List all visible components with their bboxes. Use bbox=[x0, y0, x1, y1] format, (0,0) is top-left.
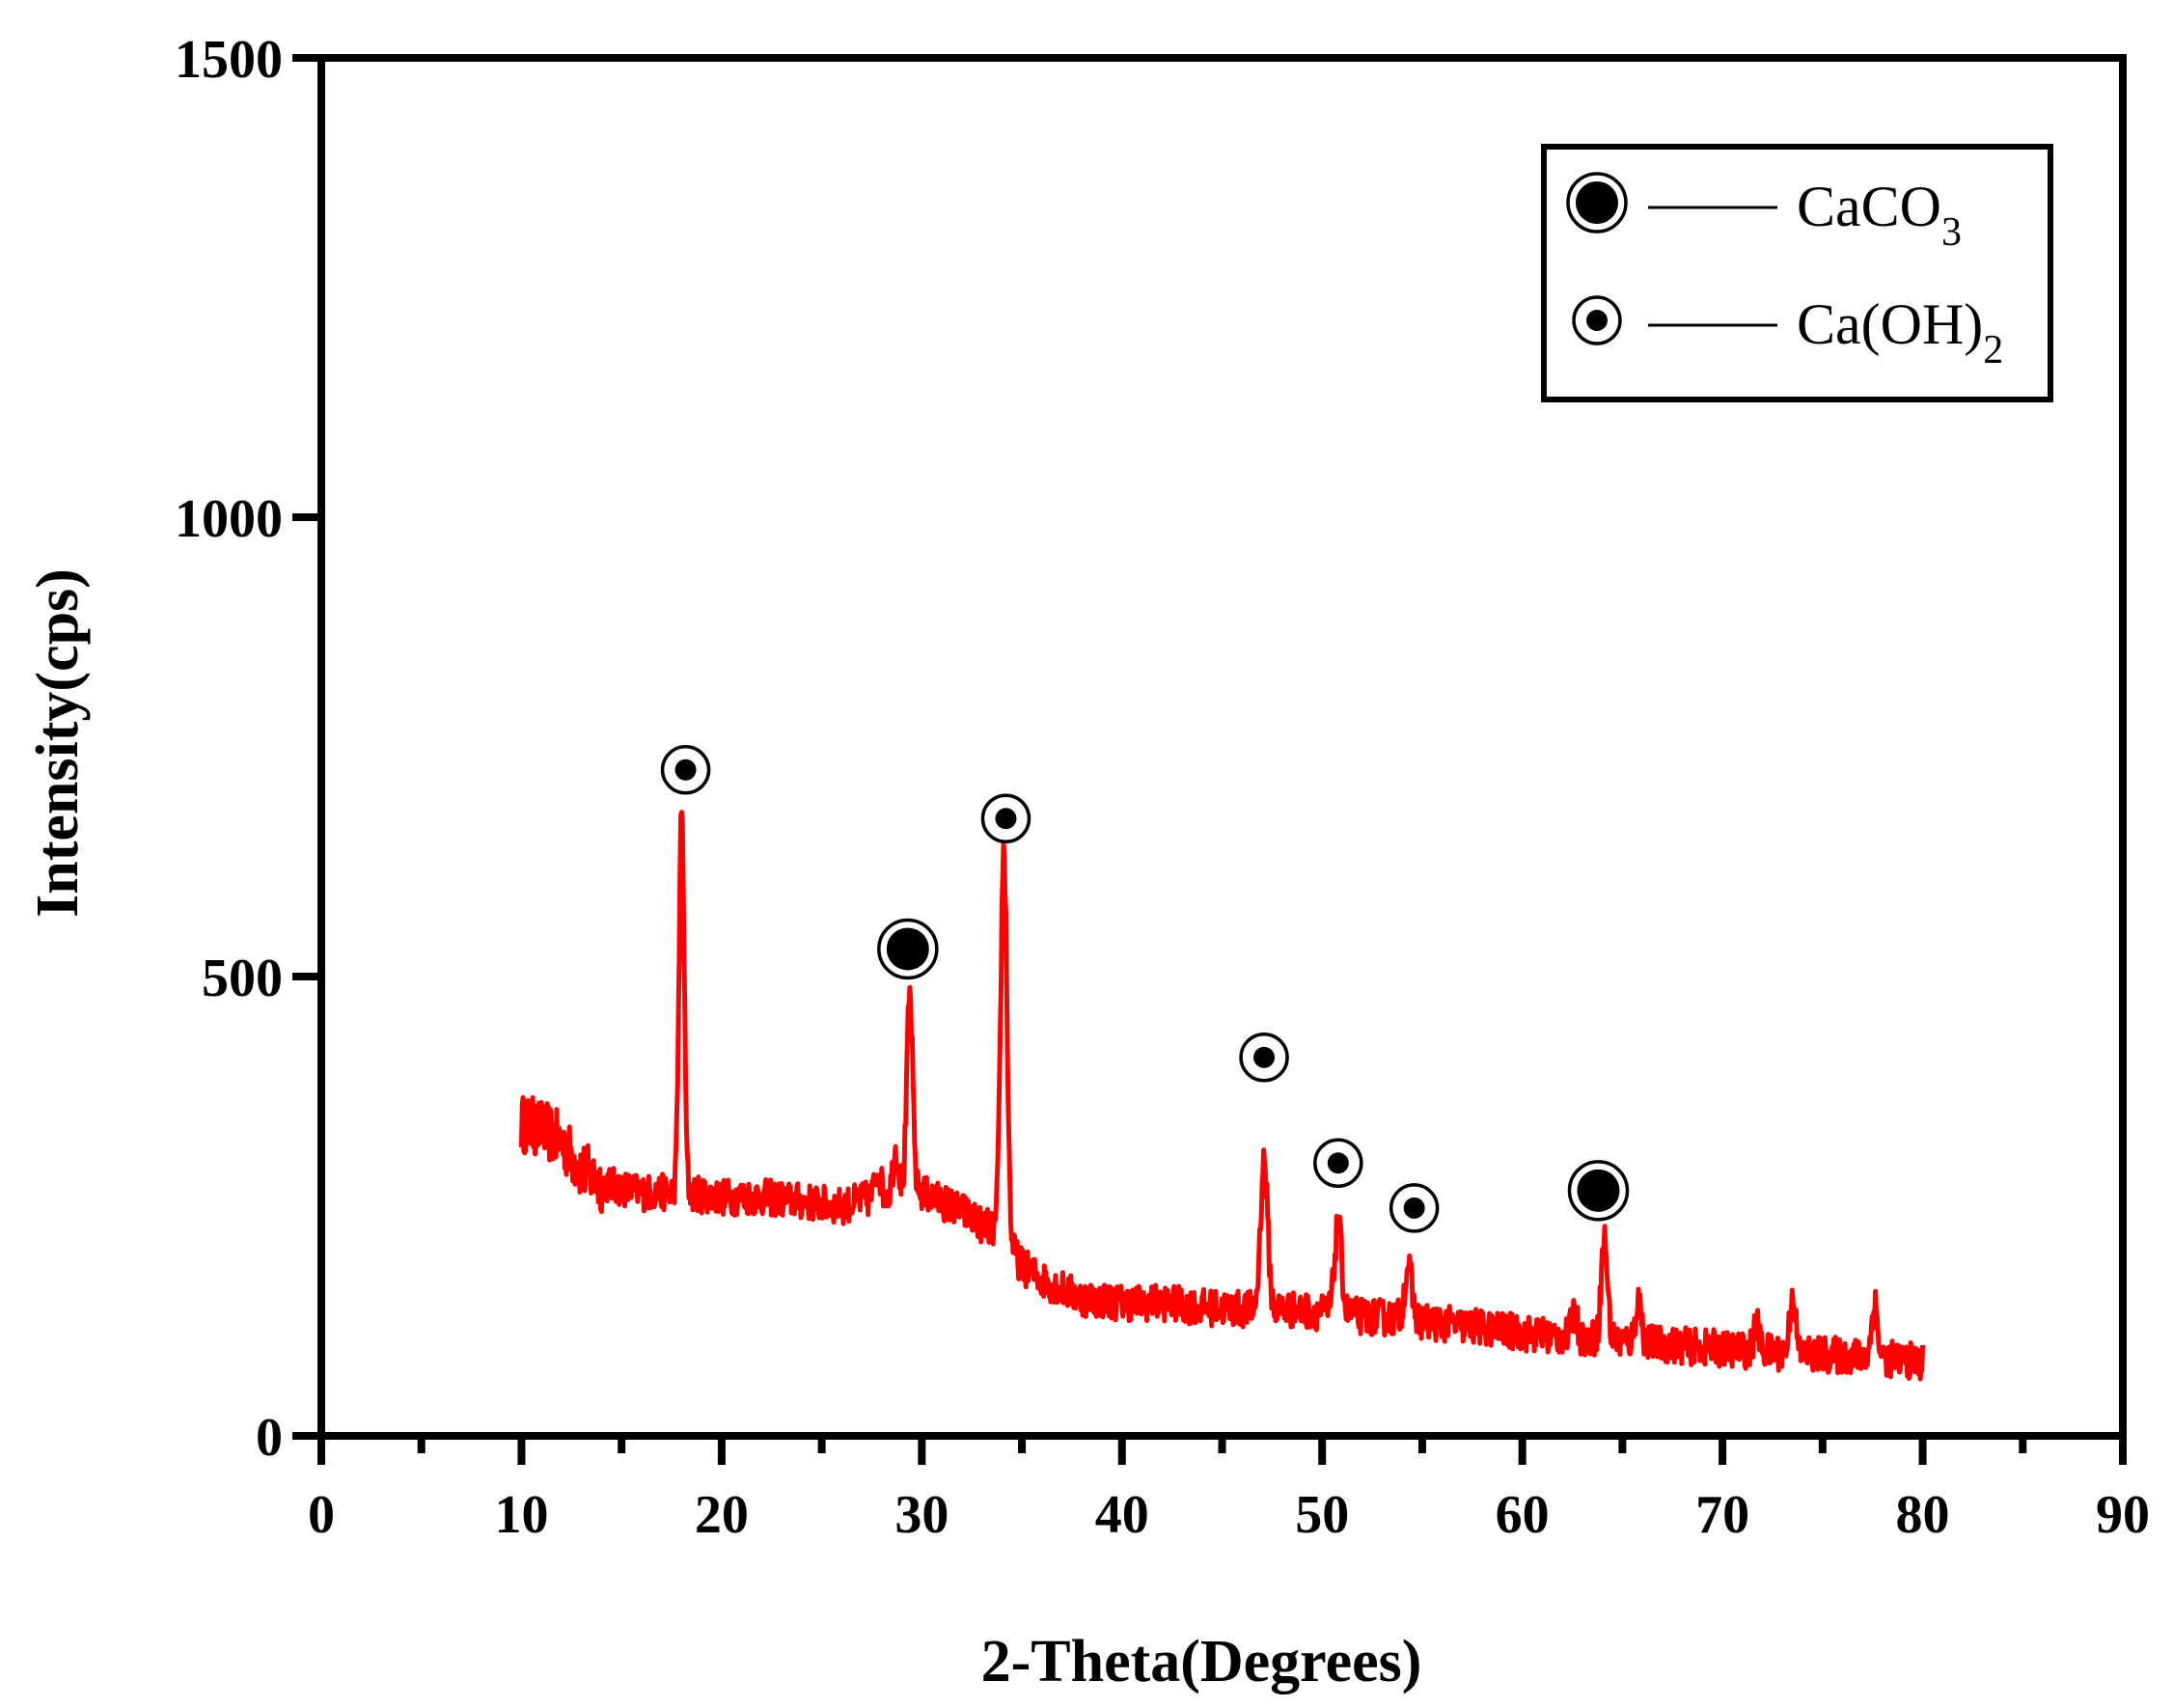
marker-dot bbox=[995, 808, 1017, 830]
x-tick-label: 80 bbox=[1896, 1485, 1950, 1545]
marker-dot bbox=[1403, 1197, 1425, 1219]
x-axis-title: 2-Theta(Degrees) bbox=[981, 1629, 1422, 1694]
legend-marker bbox=[1566, 172, 1628, 234]
legend-box bbox=[1541, 144, 2053, 402]
caoh2-peak-marker bbox=[1239, 1033, 1289, 1083]
xrd-trace-line bbox=[518, 810, 1926, 1382]
x-tick-label: 40 bbox=[1095, 1485, 1149, 1545]
legend: CaCO3 Ca(OH)2 bbox=[1541, 144, 2053, 402]
marker-dot bbox=[674, 758, 697, 781]
x-tick-label: 10 bbox=[494, 1485, 548, 1545]
marker-dot bbox=[1586, 310, 1608, 331]
marker-dot bbox=[1577, 1169, 1620, 1212]
x-tick-label: 60 bbox=[1496, 1485, 1550, 1545]
marker-dot bbox=[1253, 1046, 1276, 1068]
y-tick-label: 0 bbox=[256, 1408, 283, 1468]
marker-dot bbox=[886, 927, 929, 971]
caoh2-peak-marker bbox=[1389, 1183, 1440, 1233]
peak-markers-group bbox=[660, 745, 1630, 1233]
x-tick-label: 70 bbox=[1695, 1485, 1749, 1545]
legend-label-subscript: 3 bbox=[1941, 210, 1962, 255]
caco3-peak-marker bbox=[1567, 1160, 1630, 1222]
marker-dot bbox=[1576, 181, 1618, 224]
legend-label: Ca(OH)2 bbox=[1797, 292, 2003, 372]
x-tick-label: 30 bbox=[894, 1485, 949, 1545]
legend-label-subscript: 2 bbox=[1983, 328, 2003, 372]
y-axis-title: Intensity(cps) bbox=[25, 568, 91, 918]
legend-label-main: CaCO bbox=[1797, 175, 1941, 238]
y-tick-label: 1500 bbox=[175, 30, 283, 90]
x-tick-label: 0 bbox=[308, 1485, 335, 1545]
axes-group: 0 10 20 30 40 50 60 70 80 90 0 500 1000 1500 bbox=[175, 30, 2150, 1545]
y-tick-label: 1000 bbox=[175, 489, 283, 549]
y-tick-label: 500 bbox=[202, 949, 283, 1008]
caoh2-peak-marker bbox=[660, 745, 711, 795]
caoh2-peak-marker bbox=[980, 793, 1031, 844]
marker-dot bbox=[1327, 1152, 1349, 1174]
x-tick-label: 90 bbox=[2096, 1485, 2150, 1545]
legend-marker bbox=[1572, 295, 1622, 345]
legend-label-main: Ca(OH) bbox=[1797, 292, 1983, 356]
legend-label: CaCO3 bbox=[1797, 175, 1962, 255]
caoh2-peak-marker bbox=[1313, 1138, 1363, 1189]
x-tick-label: 50 bbox=[1295, 1485, 1349, 1545]
caco3-peak-marker bbox=[877, 918, 939, 980]
xrd-trace-group bbox=[518, 810, 1926, 1382]
x-tick-label: 20 bbox=[695, 1485, 749, 1545]
